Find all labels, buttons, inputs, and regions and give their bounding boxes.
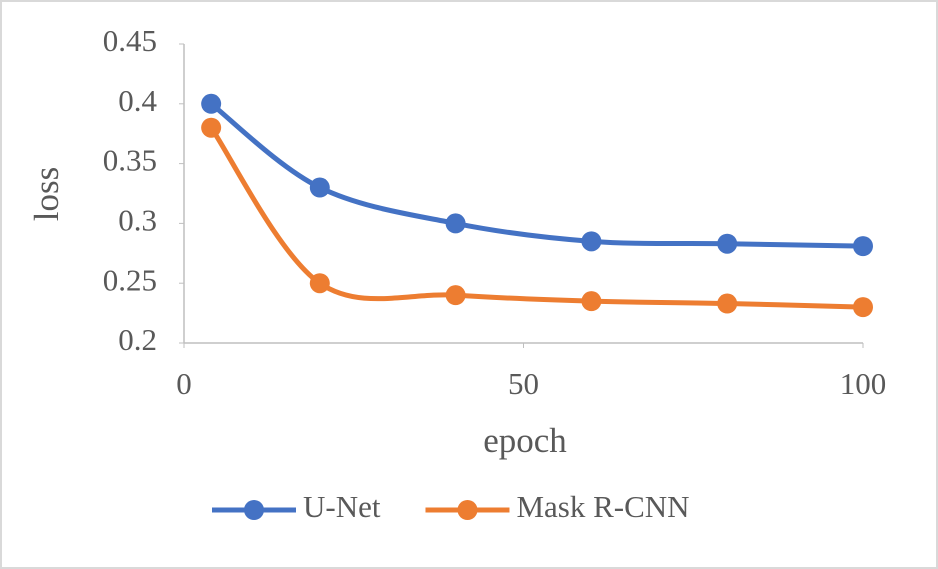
- y-tick-label: 0.4: [118, 83, 157, 118]
- data-point: [201, 117, 222, 138]
- x-axis-title: epoch: [483, 421, 567, 460]
- y-tick-label: 0.45: [103, 23, 157, 58]
- data-point: [853, 297, 873, 318]
- y-tick-label: 0.35: [103, 143, 157, 178]
- data-point: [309, 177, 330, 198]
- legend-swatch-marker: [457, 500, 478, 520]
- data-point: [853, 236, 873, 257]
- x-tick-label: 50: [508, 366, 539, 401]
- data-point: [581, 231, 602, 252]
- data-point: [309, 273, 330, 294]
- data-point: [445, 213, 466, 234]
- x-tick-label: 0: [176, 366, 192, 401]
- legend-swatch-marker: [244, 500, 264, 520]
- y-tick-label: 0.25: [103, 262, 157, 297]
- x-tick-label: 100: [840, 366, 887, 401]
- data-point: [717, 233, 738, 254]
- y-tick-label: 0.2: [118, 322, 157, 357]
- data-point: [201, 93, 222, 114]
- legend-label: Mask R-CNN: [516, 489, 689, 524]
- y-axis-title: loss: [27, 167, 66, 221]
- data-point: [717, 293, 738, 314]
- series-line: [208, 101, 866, 249]
- data-point: [581, 291, 602, 312]
- y-tick-label: 0.3: [118, 203, 157, 238]
- data-point: [445, 285, 466, 306]
- legend-label: U-Net: [303, 489, 381, 524]
